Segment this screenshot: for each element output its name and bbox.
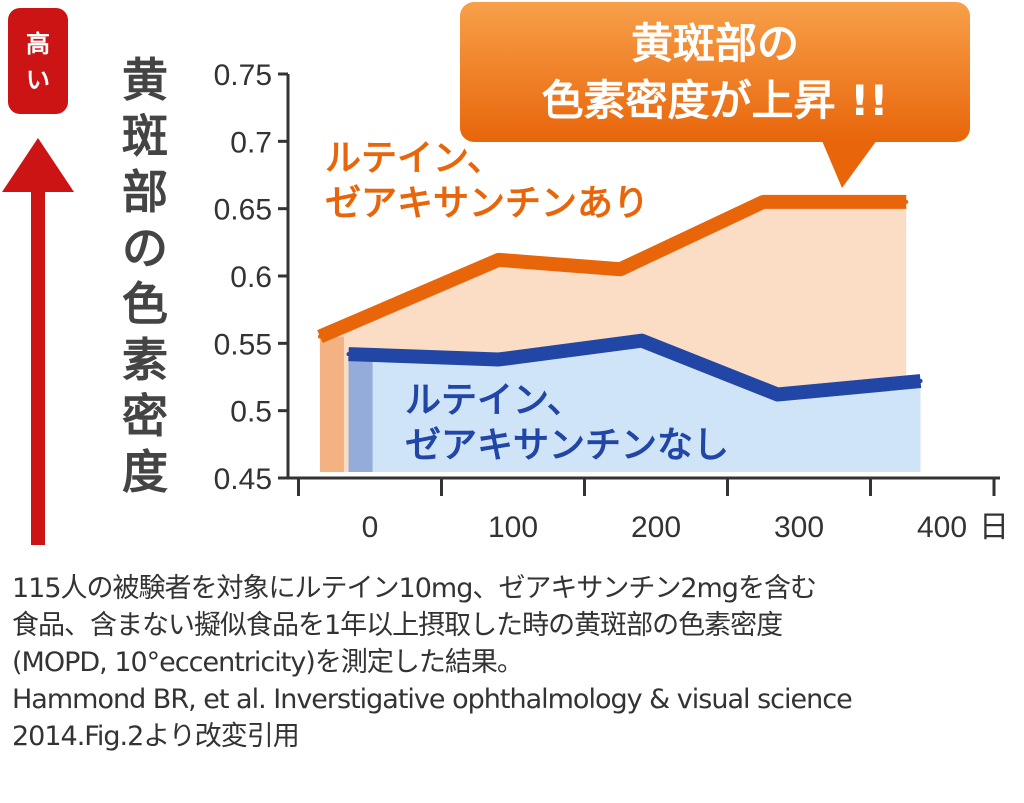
- caption-line: 2014.Fig.2より改変引用: [12, 721, 300, 752]
- y-tick-label: 0.5: [230, 396, 272, 429]
- x-tick-label: 100: [488, 511, 538, 544]
- x-ticks: 0 100 200 300 400: [297, 478, 996, 544]
- series-label-with-line2: ゼアキサンチンあり: [325, 183, 649, 224]
- series-lines: [317, 194, 923, 402]
- x-tick-label: 0: [362, 511, 379, 544]
- series-area-edge-1: [348, 354, 373, 472]
- data-point: [317, 334, 322, 339]
- series-label-without-line1: ルテイン、: [405, 380, 583, 421]
- x-tick-label: 300: [774, 511, 824, 544]
- caption-line: (MOPD, 10°eccentricity)を測定した結果。: [12, 647, 524, 678]
- y-tick-label: 0.55: [214, 328, 272, 361]
- data-point: [639, 338, 644, 343]
- data-point: [496, 257, 501, 262]
- series-label-with-line1: ルテイン、: [325, 138, 503, 179]
- data-point: [618, 267, 623, 272]
- y-ticks: 0.75 0.7 0.65 0.6 0.55 0.5 0.45: [214, 59, 288, 496]
- data-point: [496, 357, 501, 362]
- high-badge: [8, 8, 68, 114]
- caption: 115人の被験者を対象にルテイン10mg、ゼアキサンチン2mgを含む 食品、含ま…: [12, 570, 1012, 755]
- series-label-with: ルテイン、 ゼアキサンチンあり: [325, 138, 649, 224]
- callout-line1: 黄斑部の: [631, 19, 799, 68]
- up-arrow-shaft: [31, 190, 45, 545]
- direction-indicator: 高い: [2, 8, 74, 545]
- chart: 高い 黄斑部の色素密度 0.75 0.7 0.65 0.6 0.55 0.5 0.45 0 1…: [2, 2, 1009, 545]
- up-arrow-icon: [2, 138, 74, 192]
- series-area-edge-0: [319, 336, 344, 472]
- y-tick-label: 0.7: [230, 126, 272, 159]
- y-axis-title: 黄斑部の色素密度: [122, 53, 168, 499]
- caption-line: 食品、含まない擬似食品を1年以上摂取した時の黄斑部の色素密度: [12, 610, 783, 641]
- callout-box: [460, 2, 970, 142]
- callout-line2: 色素密度が上昇 !!: [542, 76, 889, 125]
- y-tick-label: 0.65: [214, 194, 272, 227]
- series-area-1: [348, 340, 921, 472]
- data-point: [346, 352, 351, 357]
- callout-pointer: [820, 136, 880, 188]
- axes: 0.750.70.650.60.550.50.45 0 100 200 300 400 …: [214, 59, 1009, 544]
- data-point: [918, 379, 923, 384]
- high-label: 高い: [26, 30, 50, 94]
- caption-line: 115人の被験者を対象にルテイン10mg、ゼアキサンチン2mgを含む: [12, 573, 817, 604]
- x-axis-unit: 日: [979, 511, 1009, 544]
- series-areas: [319, 201, 921, 472]
- series-label-without-line2: ゼアキサンチンなし: [405, 425, 729, 466]
- x-tick-label: 400: [917, 511, 967, 544]
- x-tick-label: 200: [631, 511, 681, 544]
- series-label-without: ルテイン、 ゼアキサンチンなし: [405, 380, 729, 466]
- y-tick-label: 0.6: [230, 261, 272, 294]
- callout: 黄斑部の 色素密度が上昇 !!: [460, 2, 970, 188]
- data-point: [904, 199, 909, 204]
- data-point: [775, 392, 780, 397]
- caption-line: Hammond BR, et al. Inverstigative ophtha…: [12, 684, 853, 715]
- y-tick-label: 0.75: [214, 59, 272, 92]
- y-tick-label: 0.45: [214, 463, 272, 496]
- data-point: [761, 199, 766, 204]
